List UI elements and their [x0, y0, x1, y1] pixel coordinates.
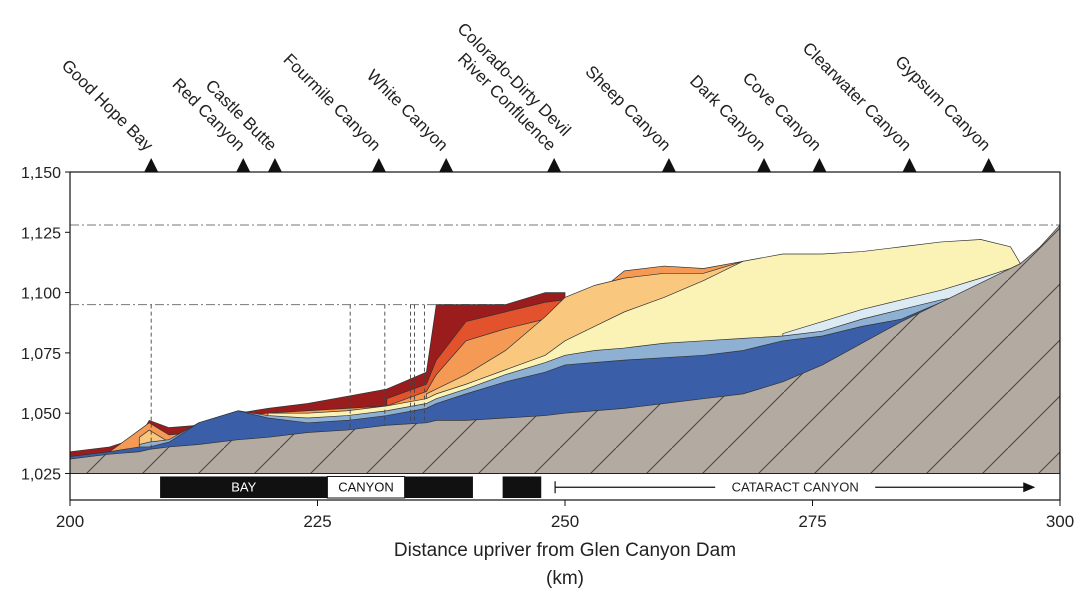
zone-label-bg — [715, 478, 876, 496]
zone-arrowhead — [1023, 482, 1036, 493]
zone-label: CANYON — [338, 480, 394, 495]
site-marker — [236, 158, 251, 172]
x-tick-label: 300 — [1046, 512, 1074, 531]
bedrock — [69, 224, 1061, 474]
x-tick-label: 225 — [303, 512, 331, 531]
zone — [502, 476, 542, 498]
y-tick-label: 1,100 — [21, 286, 61, 303]
site-marker — [981, 158, 996, 172]
zone-label: CATARACT CANYON — [732, 480, 859, 495]
site-marker — [661, 158, 676, 172]
site-marker — [812, 158, 827, 172]
x-axis-unit: (km) — [546, 568, 584, 589]
site-marker — [756, 158, 771, 172]
site-label-line: Fourmile Canyon — [280, 50, 385, 155]
y-tick-label: 1,050 — [21, 406, 61, 423]
site-marker — [144, 158, 159, 172]
site-label: Good Hope Bay — [58, 56, 157, 155]
site-marker — [902, 158, 917, 172]
site-label: Sheep Canyon — [582, 62, 675, 155]
zone-label: BAY — [231, 480, 256, 495]
site-label-line: Sheep Canyon — [582, 62, 675, 155]
y-tick-label: 1,125 — [21, 225, 61, 242]
x-tick-label: 275 — [798, 512, 826, 531]
zone — [404, 476, 473, 498]
site-label-line: Good Hope Bay — [58, 56, 157, 155]
site-marker — [439, 158, 454, 172]
y-tick-label: 1,150 — [21, 165, 61, 182]
site-marker — [267, 158, 282, 172]
x-tick-label: 200 — [56, 512, 84, 531]
site-label: Fourmile Canyon — [280, 50, 385, 155]
y-tick-label: 1,075 — [21, 346, 61, 363]
x-tick-label: 250 — [551, 512, 579, 531]
y-tick-label: 1,025 — [21, 466, 61, 483]
site-marker — [547, 158, 562, 172]
x-axis-title: Distance upriver from Glen Canyon Dam — [394, 540, 736, 561]
site-marker — [371, 158, 386, 172]
zone — [160, 476, 328, 498]
